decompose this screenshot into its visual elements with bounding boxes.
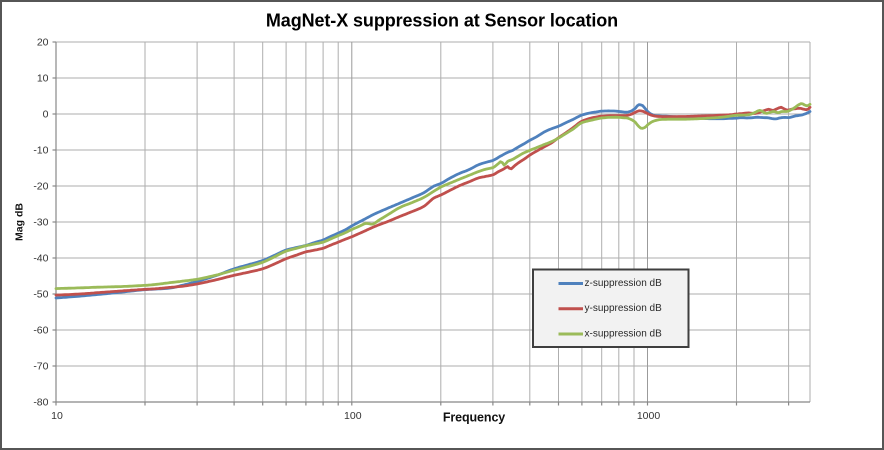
svg-text:20: 20 <box>37 37 49 49</box>
svg-text:Mag dB: Mag dB <box>14 203 26 241</box>
svg-text:MagNet-X suppression at Sensor: MagNet-X suppression at Sensor location <box>266 11 618 31</box>
svg-text:1000: 1000 <box>637 410 661 422</box>
svg-text:-60: -60 <box>33 325 48 337</box>
svg-text:-50: -50 <box>33 289 48 301</box>
svg-text:y-suppression dB: y-suppression dB <box>585 303 663 314</box>
svg-text:Frequency: Frequency <box>443 411 505 425</box>
svg-text:-20: -20 <box>33 181 48 193</box>
svg-text:0: 0 <box>43 109 49 121</box>
svg-text:-30: -30 <box>33 217 48 229</box>
svg-text:-10: -10 <box>33 145 48 157</box>
svg-text:z-suppression dB: z-suppression dB <box>585 278 663 289</box>
svg-text:100: 100 <box>344 410 362 422</box>
svg-text:10: 10 <box>37 73 49 85</box>
svg-text:-80: -80 <box>33 397 48 409</box>
svg-text:x-suppression dB: x-suppression dB <box>585 328 663 339</box>
svg-text:-70: -70 <box>33 361 48 373</box>
svg-text:-40: -40 <box>33 253 48 265</box>
svg-text:10: 10 <box>51 410 63 422</box>
